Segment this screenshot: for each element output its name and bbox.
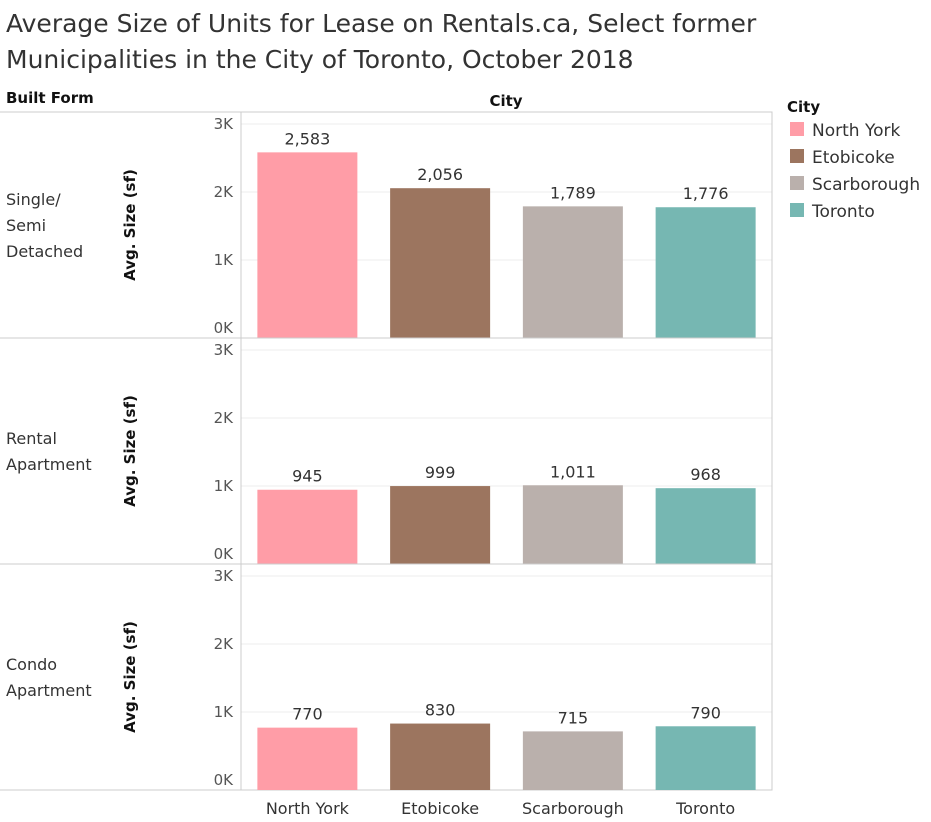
x-tick-label: Etobicoke [401, 799, 479, 818]
chart-title-line-1: Average Size of Units for Lease on Renta… [6, 9, 757, 38]
data-label: 1,776 [683, 184, 729, 203]
y-axis-title: Avg. Size (sf) [121, 169, 139, 281]
legend-swatch [790, 149, 804, 163]
legend-label: Scarborough [812, 175, 920, 195]
y-tick-label: 2K [214, 635, 235, 653]
bar [522, 206, 623, 338]
row-label: Condo [6, 655, 57, 674]
y-tick-label: 1K [214, 703, 235, 721]
y-tick-label: 1K [214, 251, 235, 269]
x-axis: North York Etobicoke Scarborough Toronto [266, 799, 735, 818]
y-tick-label: 1K [214, 477, 235, 495]
panels-group: 0K 1K 2K 3K Avg. Size (sf) Single/Semi Detache… [0, 111, 773, 791]
legend-label: Toronto [811, 202, 875, 222]
bar [390, 486, 491, 564]
column-header: City [489, 92, 522, 110]
row-header: Built Form [6, 89, 94, 107]
bar [655, 488, 756, 564]
y-axis-title: Avg. Size (sf) [121, 395, 139, 507]
bar [257, 727, 358, 790]
data-label: 2,583 [284, 129, 330, 148]
bar [522, 485, 623, 564]
legend-label: North York [812, 121, 900, 141]
data-label: 1,011 [550, 462, 596, 481]
y-tick-label: 3K [214, 567, 235, 585]
y-tick-label: 0K [214, 319, 235, 337]
legend-title: City [787, 98, 820, 116]
data-label: 830 [425, 701, 456, 720]
bar [390, 723, 491, 790]
bar [390, 188, 491, 338]
chart-title-line-2: Municipalities in the City of Toronto, O… [6, 45, 634, 74]
bar [522, 731, 623, 790]
data-label: 715 [558, 708, 589, 727]
x-tick-label: North York [266, 799, 350, 818]
y-tick-label: 2K [214, 409, 235, 427]
bar [257, 489, 358, 564]
y-tick-label: 0K [214, 545, 235, 563]
y-tick-label: 0K [214, 771, 235, 789]
row-label: Rental [6, 429, 57, 448]
legend-label: Etobicoke [812, 148, 895, 168]
panel-3: 0K 1K 2K 3K Avg. Size (sf) Condo Apartment 770 8… [0, 563, 773, 791]
row-label: Semi [6, 216, 46, 235]
panel-2: 0K 1K 2K 3K Avg. Size (sf) Rental Apartment 945… [0, 337, 773, 565]
bar [655, 726, 756, 790]
legend: City North York Etobicoke Scarborough Toron… [787, 98, 920, 222]
bar [257, 152, 358, 338]
data-label: 968 [690, 465, 721, 484]
data-label: 2,056 [417, 165, 463, 184]
plot-frame [240, 563, 773, 791]
data-label: 945 [292, 467, 323, 486]
row-label: Detached [6, 242, 83, 261]
data-label: 999 [425, 463, 456, 482]
data-label: 770 [292, 705, 323, 724]
x-tick-label: Toronto [675, 799, 735, 818]
row-label: Single/ [6, 190, 61, 209]
legend-swatch [790, 203, 804, 217]
row-label: Apartment [6, 681, 92, 700]
bar [655, 207, 756, 338]
row-label: Apartment [6, 455, 92, 474]
y-tick-label: 2K [214, 183, 235, 201]
data-label: 1,789 [550, 183, 596, 202]
data-label: 790 [690, 703, 721, 722]
legend-swatch [790, 122, 804, 136]
legend-swatch [790, 176, 804, 190]
y-axis-title: Avg. Size (sf) [121, 621, 139, 733]
panel-1: 0K 1K 2K 3K Avg. Size (sf) Single/Semi Detache… [0, 111, 773, 339]
y-tick-label: 3K [214, 115, 235, 133]
y-tick-label: 3K [214, 341, 235, 359]
chart-title: Average Size of Units for Lease on Renta… [6, 6, 786, 78]
x-tick-label: Scarborough [522, 799, 624, 818]
